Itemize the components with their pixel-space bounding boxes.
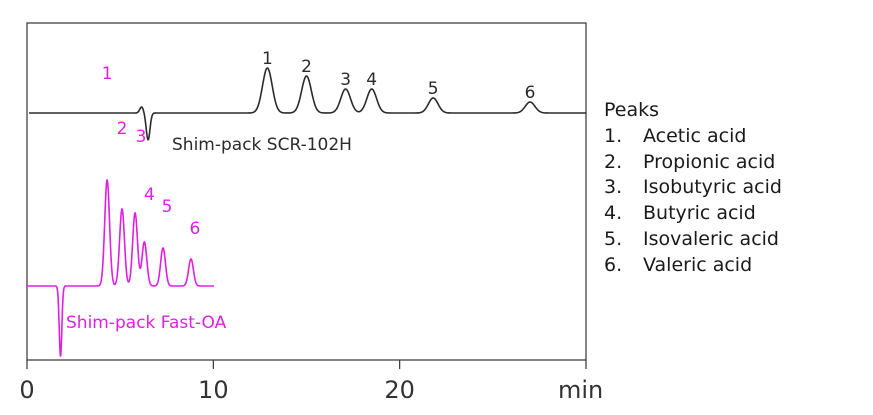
- peak-label-1-0: 1: [102, 64, 113, 84]
- peak-label-1-3: 4: [144, 185, 155, 205]
- legend-item-name: Propionic acid: [643, 150, 776, 173]
- legend-item-4: 4. Butyric acid: [604, 201, 782, 227]
- peak-label-1-1: 2: [117, 119, 128, 139]
- legend-item-3: 3. Isobutyric acid: [604, 175, 782, 201]
- peak-label-0-3: 4: [366, 70, 377, 90]
- peak-label-1-4: 5: [162, 197, 173, 217]
- legend-title: Peaks: [604, 99, 660, 121]
- trace-name-1: Shim-pack Fast-OA: [66, 313, 227, 333]
- peak-label-0-5: 6: [525, 83, 536, 103]
- legend-item-number: 4.: [604, 202, 623, 225]
- x-tick-label-1: 10: [198, 376, 229, 404]
- peak-label-0-0: 1: [262, 49, 273, 69]
- legend-item-name: Isobutyric acid: [643, 176, 782, 199]
- legend-item-6: 6. Valeric acid: [604, 253, 782, 279]
- trace-line-1: [27, 178, 214, 358]
- legend-item-2: 2. Propionic acid: [604, 150, 782, 176]
- trace-1: 1 2 3 456 Shim-pack Fast-OA: [27, 64, 227, 358]
- legend-item-1: 1. Acetic acid: [604, 124, 782, 150]
- legend-item-name: Isovaleric acid: [643, 227, 779, 250]
- legend-item-5: 5. Isovaleric acid: [604, 227, 782, 253]
- legend-item-name: Acetic acid: [643, 124, 747, 147]
- x-axis-unit: min: [558, 376, 603, 404]
- legend-item-number: 2.: [604, 150, 623, 173]
- trace-line-0: [29, 67, 586, 141]
- legend-item-number: 1.: [604, 124, 623, 147]
- x-axis: 0 10 20 min: [19, 360, 603, 404]
- legend-item-number: 6.: [604, 253, 623, 276]
- legend-item-name: Butyric acid: [643, 202, 756, 225]
- peak-label-0-2: 3: [340, 70, 351, 90]
- legend-item-name: Valeric acid: [643, 253, 753, 276]
- legend-items: 1. Acetic acid 2. Propionic acid 3. Isobutyri…: [604, 124, 782, 279]
- x-tick-label-0: 0: [19, 376, 34, 404]
- peaks-legend: Peaks 1. Acetic acid 2. Propionic acid 3. Iso…: [604, 98, 782, 279]
- legend-item-number: 5.: [604, 227, 623, 250]
- x-tick-label-2: 20: [384, 376, 415, 404]
- trace-name-0: Shim-pack SCR-102H: [172, 135, 352, 155]
- peak-label-0-4: 5: [428, 79, 439, 99]
- plot-frame: [26, 22, 587, 361]
- peak-label-1-5: 6: [190, 219, 201, 239]
- legend-item-number: 3.: [604, 176, 623, 199]
- peak-label-1-2: 3: [136, 127, 147, 147]
- peak-label-0-1: 2: [301, 57, 312, 77]
